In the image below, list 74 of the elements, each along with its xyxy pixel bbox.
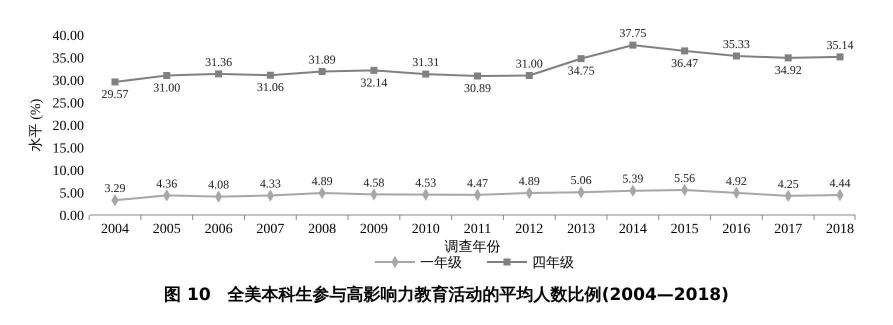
point: [526, 72, 533, 79]
y-tick-label: 25.00: [52, 96, 84, 112]
legend-label: 四年级: [532, 254, 574, 271]
point: [422, 70, 430, 78]
point: [370, 66, 378, 74]
data-label: 29.57: [102, 86, 128, 101]
point: [474, 72, 481, 80]
data-label: 4.58: [363, 175, 384, 190]
x-tick-label: 2018: [826, 222, 854, 237]
y-tick-label: 40.00: [52, 28, 84, 44]
text: 图 10 全美本科生参与高影响力教育活动的平均人数比例(2004—2018): [164, 284, 729, 305]
data-label: 4.44: [830, 176, 850, 190]
data-label: 35.33: [722, 37, 750, 52]
data-label: 5.06: [570, 173, 592, 188]
data-label: 4.33: [260, 176, 281, 191]
point: [681, 47, 688, 54]
data-label: 4.25: [778, 176, 799, 191]
data-label: 31.00: [516, 56, 543, 70]
x-tick-label: 2008: [308, 222, 336, 237]
data-label: 4.92: [726, 174, 747, 188]
data-label: 31.36: [205, 54, 232, 69]
data-label: 35.14: [826, 38, 854, 52]
x-tick-label: 2006: [204, 222, 233, 237]
data-label: 32.14: [360, 75, 388, 90]
x-tick-label: 2015: [670, 222, 699, 237]
x-tick-label: 2017: [774, 222, 802, 237]
x-tick-label: 2005: [152, 222, 181, 237]
data-label: 34.75: [568, 64, 595, 78]
point: [732, 52, 740, 60]
x-axis-title: 调查年份: [444, 239, 500, 255]
y-tick-label: 5.00: [60, 186, 84, 202]
x-tick-label: 2010: [412, 222, 440, 237]
point: [215, 70, 222, 78]
y-tick-label: 20.00: [52, 118, 84, 134]
y-tick-label: 35.00: [52, 51, 84, 66]
point: [784, 54, 792, 62]
x-tick-label: 2004: [101, 222, 129, 237]
x-tick-label: 2011: [464, 222, 492, 237]
point: [578, 55, 585, 62]
data-label: 5.39: [622, 172, 644, 186]
y-tick-label: 30.00: [52, 74, 84, 89]
data-label: 37.75: [619, 26, 646, 40]
point: [266, 72, 274, 79]
data-label: 31.06: [256, 80, 284, 94]
point: [836, 53, 844, 60]
y-axis-title: 水平 (%): [28, 98, 44, 152]
x-tick-label: 2012: [515, 222, 544, 237]
data-label: 4.47: [467, 176, 488, 190]
x-tick-label: 2009: [360, 222, 388, 237]
data-label: 4.89: [518, 174, 540, 188]
data-label: 31.00: [153, 80, 180, 94]
data-label: 3.29: [104, 181, 126, 196]
point: [112, 78, 118, 86]
point: [318, 68, 326, 75]
y-tick-label: 10.00: [52, 164, 84, 179]
data-label: 4.36: [156, 176, 178, 190]
data-label: 4.53: [415, 176, 436, 190]
data-label: 31.31: [412, 55, 440, 70]
x-tick-label: 2013: [567, 222, 596, 237]
data-label: 34.92: [774, 62, 802, 77]
y-tick-label: 15.00: [52, 141, 84, 156]
data-label: 36.47: [671, 56, 698, 70]
legend-label: 一年级: [420, 254, 462, 271]
y-tick-label: 0.00: [60, 208, 84, 224]
point: [163, 72, 170, 79]
x-tick-label: 2016: [722, 222, 750, 237]
data-label: 30.89: [464, 80, 491, 95]
point: [629, 42, 636, 49]
data-label: 4.89: [312, 174, 333, 188]
data-label: 31.89: [308, 52, 336, 66]
x-tick-label: 2007: [256, 222, 284, 237]
data-label: 5.56: [674, 170, 696, 185]
data-label: 4.08: [208, 178, 230, 192]
x-tick-label: 2014: [618, 222, 647, 237]
